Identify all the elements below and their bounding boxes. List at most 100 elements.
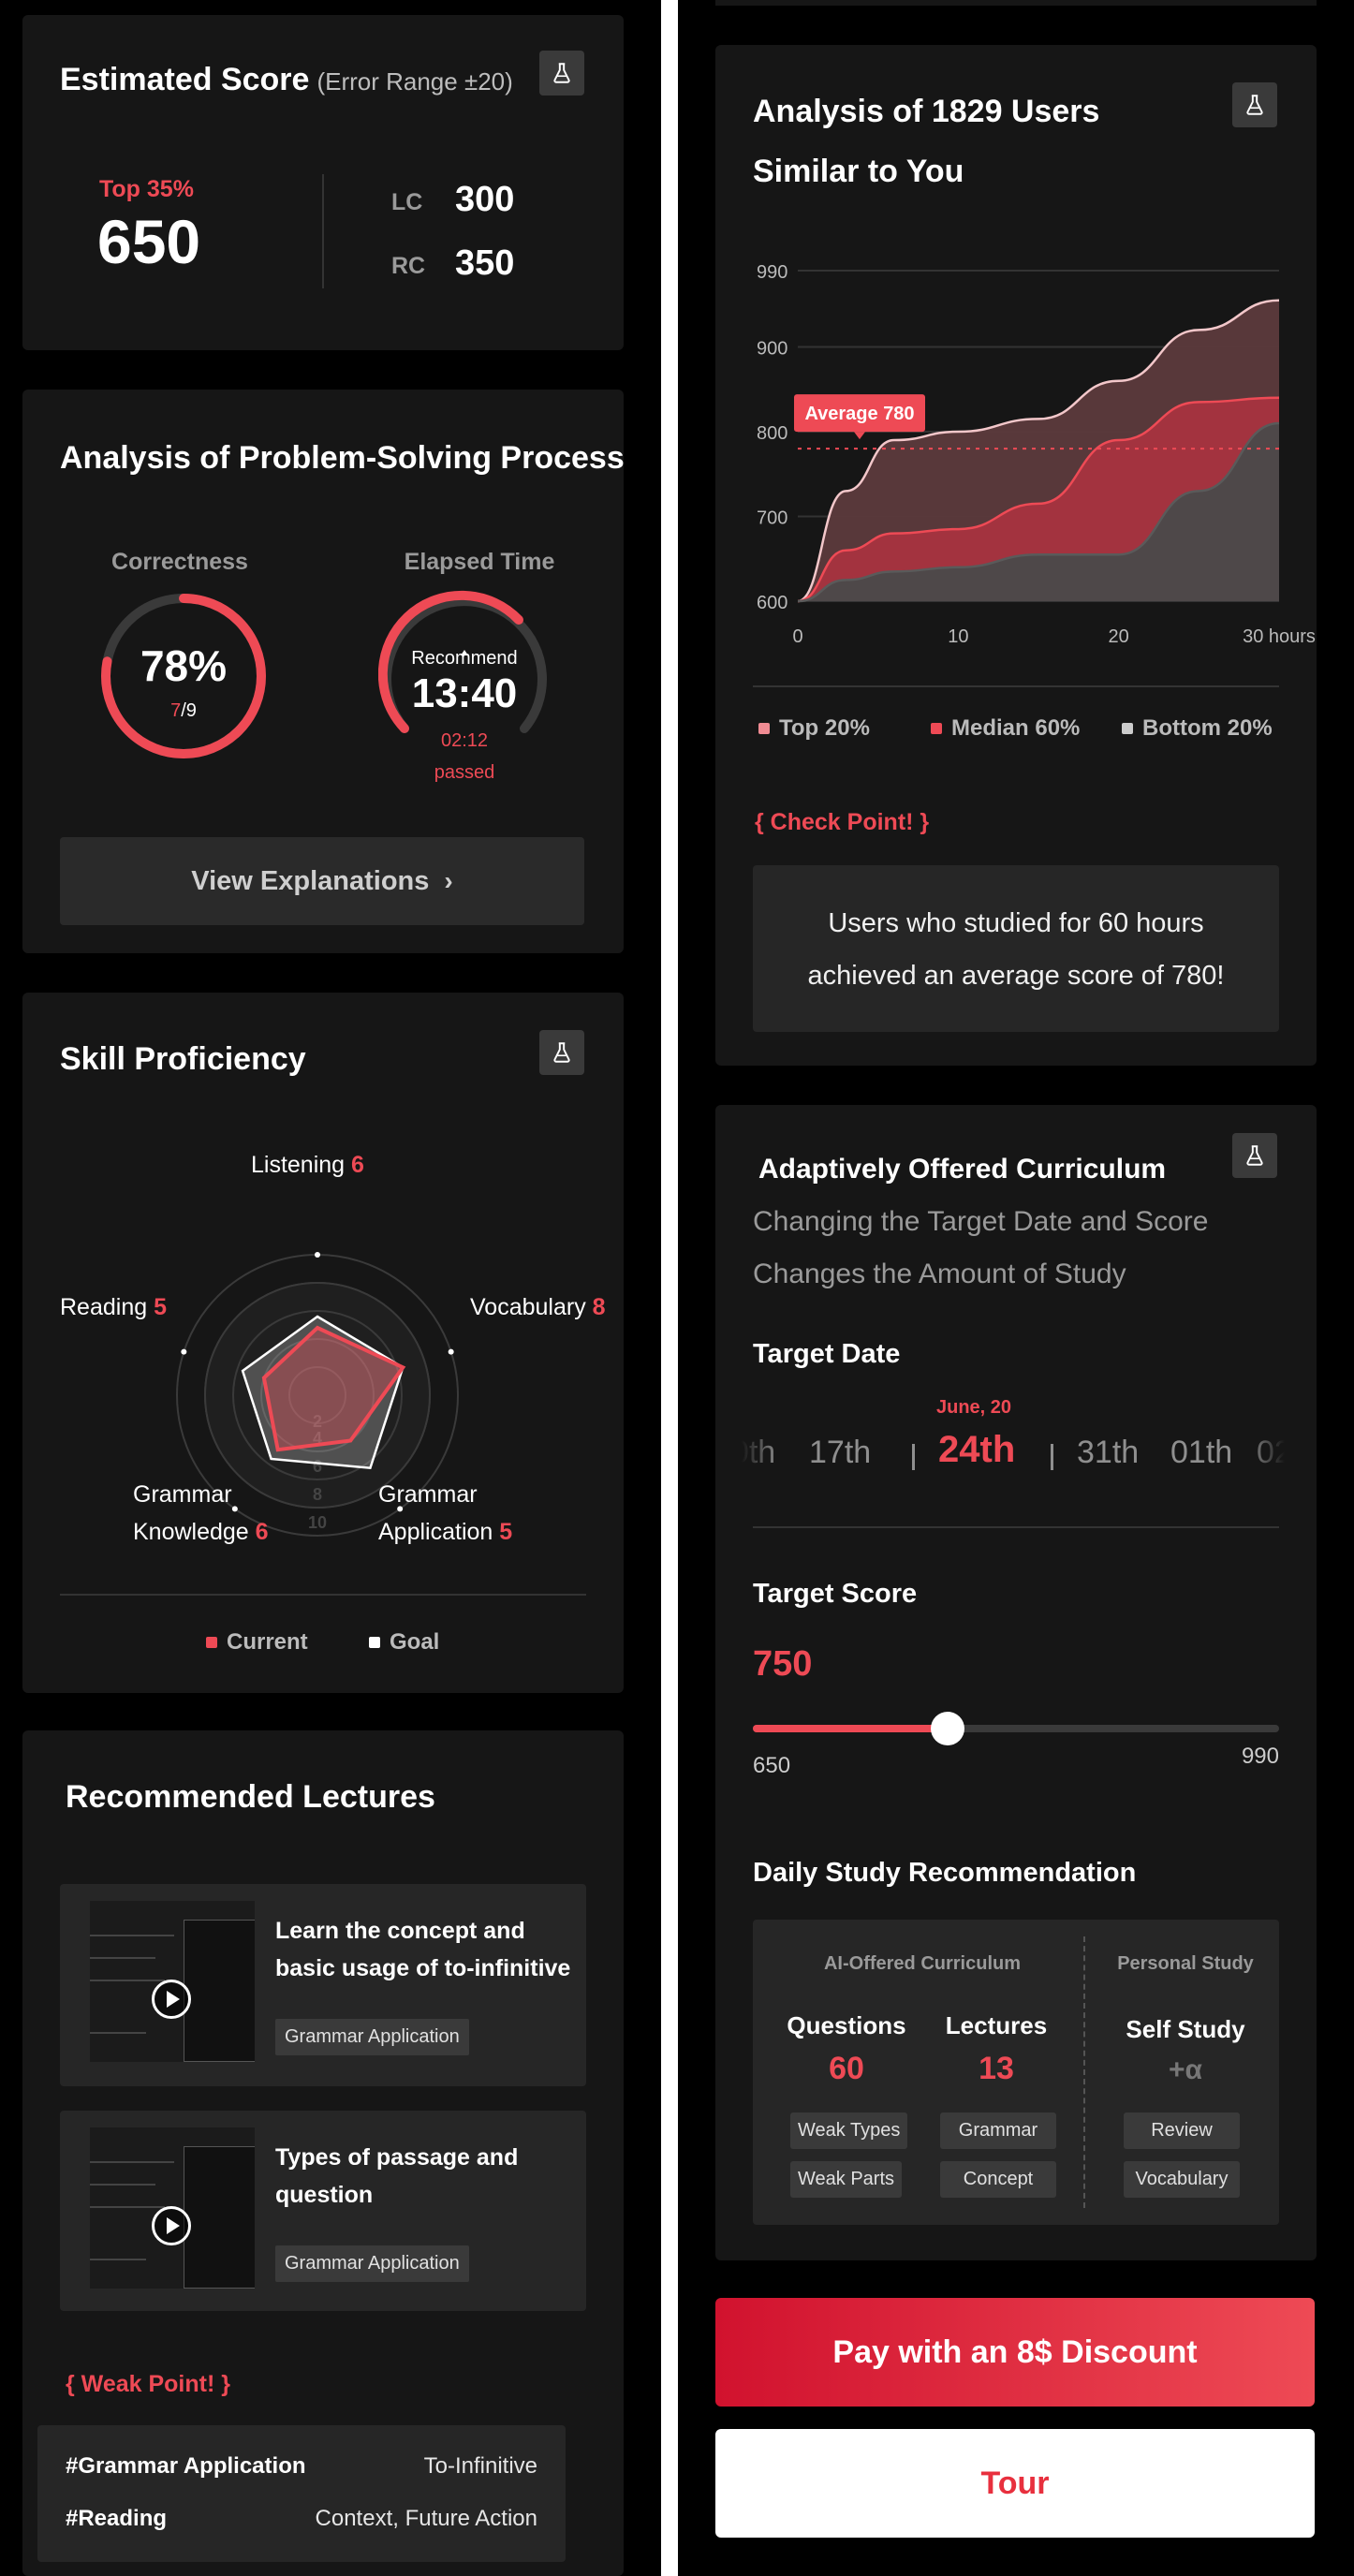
recommend-label: Recommend [411, 648, 518, 669]
pay-discount-button[interactable]: Pay with an 8$ Discount [715, 2298, 1315, 2407]
skill-label-listening: Listening 6 [251, 1152, 364, 1178]
lecture-tag: Grammar Application [275, 2019, 469, 2055]
lecture-title: Learn the concept and basic usage of to-… [275, 1918, 571, 1981]
slider-track [753, 1725, 1279, 1732]
y-tick-label: 600 [757, 593, 787, 613]
date-item-selected[interactable]: 24th [938, 1429, 1016, 1470]
target-date-label: Target Date [753, 1339, 901, 1369]
area-bottom-20 [798, 422, 1279, 601]
date-divider [753, 1526, 1279, 1528]
vertical-dashed-divider [1083, 1936, 1085, 2208]
check-point-box: Users who studied for 60 hours achieved … [753, 865, 1279, 1032]
date-item[interactable]: 17th [809, 1435, 872, 1470]
chip-concept[interactable]: Concept [940, 2161, 1056, 2198]
legend-goal: Goal [369, 1629, 439, 1656]
skill-divider [60, 1594, 586, 1596]
chip-weak-parts[interactable]: Weak Parts [790, 2161, 902, 2198]
weak-point-row: #Reading Context, Future Action [66, 2506, 537, 2531]
play-icon[interactable] [152, 2206, 191, 2245]
lab-info-button[interactable] [539, 51, 584, 96]
legend-median: Median 60% [931, 715, 1080, 742]
total-score: 650 [97, 207, 201, 276]
legend-current: Current [206, 1629, 308, 1656]
lab-info-button[interactable] [539, 1030, 584, 1075]
x-tick-label: 10 [948, 626, 968, 647]
y-tick-label: 700 [757, 508, 787, 529]
weak-point-title: { Weak Point! } [66, 2371, 230, 2397]
chip-grammar[interactable]: Grammar [940, 2112, 1056, 2149]
users-analysis-title-line1: Analysis of 1829 Users [753, 94, 1100, 129]
right-column: Analysis of 1829 Users Similar to You 99… [678, 0, 1354, 2576]
ai-curriculum-label: AI-Offered Curriculum [823, 1953, 1022, 1974]
rc-label: RC [391, 253, 426, 279]
problem-solving-card: Analysis of Problem-Solving Process Corr… [22, 390, 625, 953]
radar-axis-dot [181, 1348, 187, 1355]
weak-point-row: #Grammar Application To-Infinitive [66, 2453, 537, 2479]
radar-ring-label: 4 [313, 1429, 322, 1448]
lab-info-button[interactable] [1232, 82, 1277, 127]
skill-label-grammar-knowledge: Grammar Knowledge 6 [133, 1481, 269, 1545]
date-item[interactable]: 01th [1170, 1435, 1233, 1470]
view-explanations-button[interactable]: View Explanations › [60, 837, 584, 925]
chip-weak-types[interactable]: Weak Types [790, 2112, 908, 2149]
problem-solving-title: Analysis of Problem-Solving Process [60, 440, 625, 476]
self-study-value: +α [1169, 2054, 1202, 2085]
score-slider[interactable] [753, 1710, 1279, 1747]
questions-label: Questions [787, 2011, 906, 2039]
tour-button[interactable]: Tour [715, 2429, 1315, 2538]
chip-vocabulary[interactable]: Vocabulary [1124, 2161, 1240, 2198]
average-badge-pointer [854, 432, 865, 440]
target-score-value: 750 [753, 1644, 813, 1684]
estimated-score-card: Estimated Score (Error Range ±20) Top 35%… [22, 15, 624, 350]
date-item[interactable]: 31th [1077, 1435, 1140, 1470]
lab-info-button[interactable] [1232, 1133, 1277, 1178]
curriculum-card: Adaptively Offered Curriculum Changing t… [715, 1105, 1317, 2260]
previous-card-edge [715, 0, 1317, 6]
play-icon[interactable] [152, 1980, 191, 2019]
personal-study-label: Personal Study [1117, 1953, 1254, 1974]
lectures-label: Lectures [945, 2011, 1048, 2039]
estimated-score-title: Estimated Score (Error Range ±20) [60, 62, 513, 97]
date-fade-right [1247, 1423, 1285, 1489]
radar-ring [232, 1310, 403, 1480]
questions-value: 60 [829, 2051, 864, 2086]
users-analysis-title-line2: Similar to You [753, 154, 964, 189]
flask-icon [553, 1042, 570, 1063]
self-study-label: Self Study [1126, 2015, 1245, 2043]
daily-study-title: Daily Study Recommendation [753, 1858, 1137, 1888]
slider-thumb[interactable] [930, 1712, 964, 1745]
passed-time: 02:12 [440, 730, 489, 751]
x-tick-label: 30 hours [1243, 626, 1316, 647]
lecture-item[interactable]: Learn the concept and basic usage of to-… [60, 1884, 586, 2086]
correctness-label: Correctness [111, 549, 248, 575]
score-min: 650 [753, 1753, 791, 1778]
lecture-thumbnail [90, 1901, 255, 2062]
error-range: (Error Range ±20) [316, 67, 513, 96]
radar-axis-dot [231, 1506, 238, 1512]
radar-current-polygon [261, 1325, 406, 1452]
area-top-20-line [797, 299, 1280, 603]
radar-ring [260, 1338, 375, 1452]
elapsed-label: Elapsed Time [404, 549, 555, 575]
radar-ring-label: 6 [313, 1457, 322, 1476]
flask-icon [1246, 95, 1263, 115]
chip-review[interactable]: Review [1124, 2112, 1240, 2149]
radar-ring-label: 10 [308, 1513, 327, 1532]
curriculum-subtitle-line1: Changing the Target Date and Score [753, 1206, 1209, 1237]
legend-top: Top 20% [758, 715, 870, 742]
flask-icon [553, 63, 570, 83]
lecture-item[interactable]: Types of passage and question Grammar Ap… [60, 2111, 586, 2311]
date-fade-left [742, 1423, 779, 1489]
rc-score: 350 [455, 243, 515, 283]
radar-axis-dot [448, 1348, 454, 1355]
radar-ring-label: 8 [313, 1485, 322, 1504]
date-picker[interactable]: 10th 17th 24th 31th 01th 02 [742, 1423, 1285, 1489]
curriculum-title: Adaptively Offered Curriculum [758, 1154, 1167, 1185]
skill-proficiency-card: Skill Proficiency 24 6 8 10 Listening 6 Voc… [22, 993, 624, 1693]
x-tick-label: 20 [1109, 626, 1129, 647]
correctness-ring [101, 594, 266, 758]
radar-axis-dot [397, 1506, 404, 1512]
weak-point-box: #Grammar Application To-Infinitive #Read… [37, 2425, 566, 2562]
recommend-marker [461, 650, 468, 655]
